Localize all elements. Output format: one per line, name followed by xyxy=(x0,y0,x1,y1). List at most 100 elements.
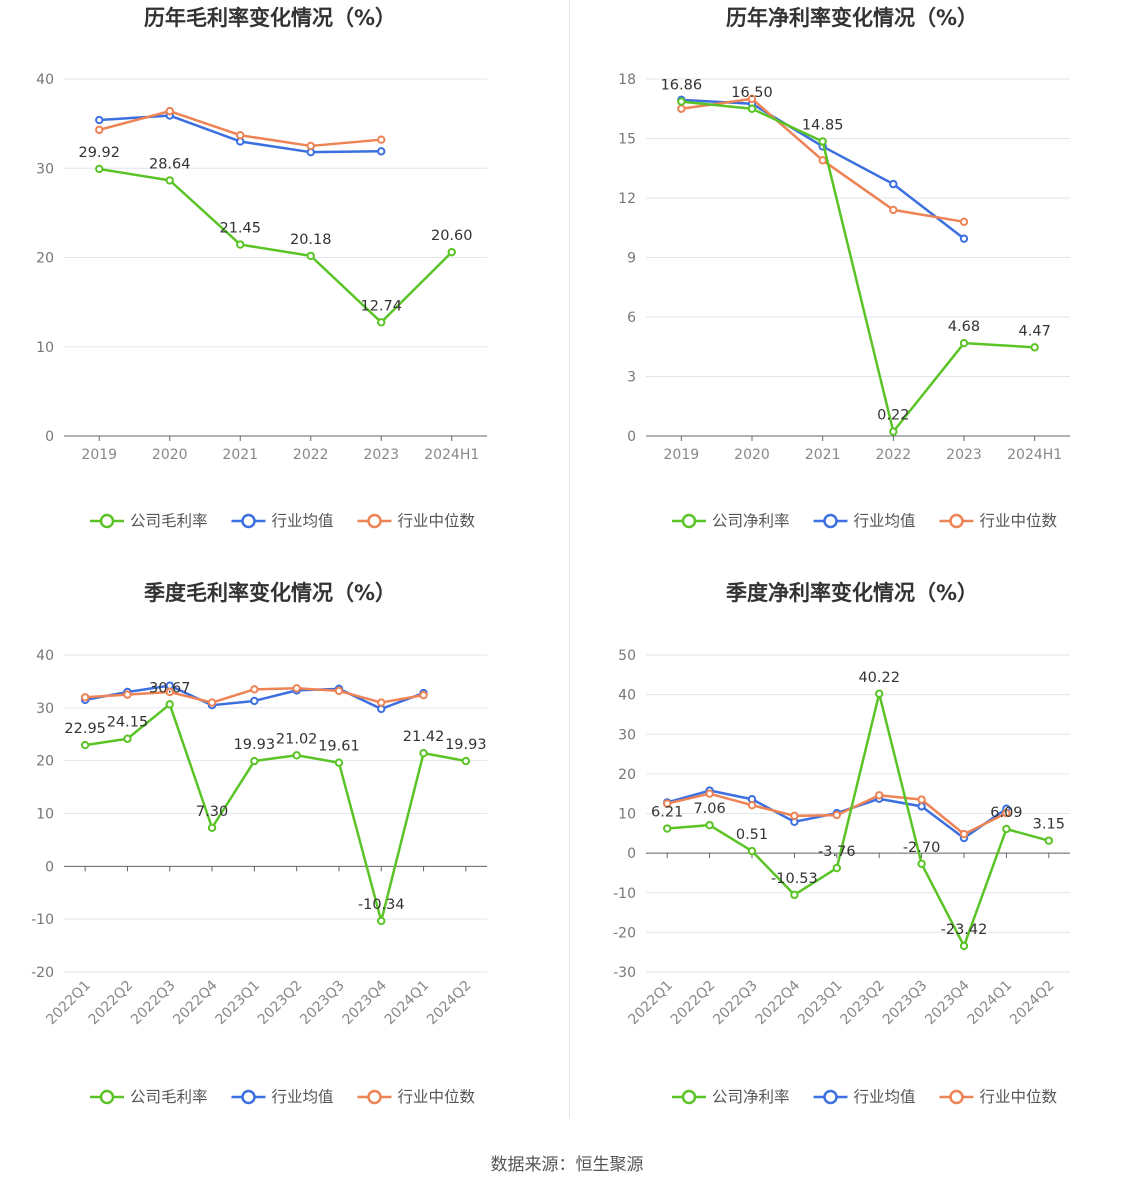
legend-marker-icon xyxy=(949,513,964,529)
data-point-median xyxy=(875,791,884,800)
y-tick-label: 40 xyxy=(36,648,54,664)
y-tick-label: 50 xyxy=(618,648,636,664)
y-tick-label: 0 xyxy=(45,859,54,875)
data-point-median xyxy=(790,811,799,821)
legend-label: 行业均值 xyxy=(272,512,334,530)
data-point-median xyxy=(377,698,386,707)
y-tick-label: 10 xyxy=(36,340,54,356)
data-point-company xyxy=(1044,836,1053,845)
y-tick-label: 0 xyxy=(627,429,636,445)
x-tick-label: 2024H1 xyxy=(1007,447,1062,463)
x-tick-label: 2023Q2 xyxy=(255,978,306,1029)
data-point-median xyxy=(80,693,90,702)
x-tick-label: 2023Q1 xyxy=(795,978,846,1029)
legend-marker-icon xyxy=(949,1089,964,1105)
data-label: 4.68 xyxy=(948,319,980,335)
panel-quarterly-gross: 季度毛利率变化情况（%） -20 -10 0 10 20 30 40 2022Q1 2022Q2 2… xyxy=(0,575,567,1150)
data-label: 20.60 xyxy=(431,228,473,244)
data-point-avg xyxy=(95,115,104,125)
data-point-median xyxy=(889,205,898,215)
x-tick-label: 2022Q2 xyxy=(668,978,719,1029)
y-tick-label: 18 xyxy=(618,72,636,88)
data-point-median xyxy=(959,829,969,839)
panel-annual-gross: 历年毛利率变化情况（%） 0 10 20 30 40 2019 2020 2021 2022 202… xyxy=(0,0,567,575)
data-label: -10.53 xyxy=(771,871,818,887)
data-point-company xyxy=(747,104,757,113)
data-point-company xyxy=(377,318,386,327)
data-label: -23.42 xyxy=(941,922,988,938)
legend-item-company: 公司净利率 xyxy=(672,512,790,530)
x-tick-label: 2022 xyxy=(293,447,329,463)
data-label: 30.67 xyxy=(149,680,191,696)
data-label: 6.21 xyxy=(651,805,683,821)
data-label: 22.95 xyxy=(64,721,106,737)
legend-item-median: 行业中位数 xyxy=(939,1088,1058,1106)
data-point-company xyxy=(123,734,132,743)
data-point-median xyxy=(818,156,827,165)
data-point-company xyxy=(875,689,884,698)
data-label: 21.45 xyxy=(219,221,261,237)
data-label: 7.30 xyxy=(196,804,228,820)
x-tick-label: 2022Q1 xyxy=(43,978,94,1029)
legend-label: 公司毛利率 xyxy=(130,512,208,530)
data-label: 12.74 xyxy=(360,298,402,314)
y-tick-label: 20 xyxy=(36,251,54,267)
data-point-median xyxy=(165,106,174,116)
legend-marker-icon xyxy=(241,513,256,529)
x-tick-label: 2022Q1 xyxy=(625,978,676,1029)
data-point-company xyxy=(959,338,969,348)
legend-marker-icon xyxy=(823,513,838,529)
legend-item-avg: 行业均值 xyxy=(231,1088,334,1106)
data-point-median xyxy=(419,690,428,700)
x-tick-label: 2019 xyxy=(664,447,700,463)
data-point-company xyxy=(705,820,714,830)
legend-label: 行业均值 xyxy=(854,1088,916,1106)
data-point-median xyxy=(123,690,132,699)
legend-marker-icon xyxy=(681,513,697,529)
data-point-company xyxy=(959,941,969,951)
data-label: 14.85 xyxy=(802,117,844,133)
legend-label: 行业均值 xyxy=(272,1088,334,1106)
data-point-company xyxy=(917,859,926,869)
data-point-median xyxy=(334,686,344,696)
x-tick-label: 2023Q3 xyxy=(297,978,348,1029)
data-point-company xyxy=(832,863,842,873)
y-tick-label: 20 xyxy=(36,754,54,770)
data-point-company xyxy=(747,846,757,856)
series-line-company xyxy=(681,100,1035,433)
data-point-company xyxy=(236,240,245,249)
data-point-company xyxy=(663,824,672,833)
x-tick-label: 2023Q3 xyxy=(880,978,931,1029)
chart-title: 季度毛利率变化情况（%） xyxy=(144,581,396,605)
x-tick-label: 2023 xyxy=(363,447,399,463)
data-point-median xyxy=(1002,808,1011,818)
x-tick-label: 2022Q4 xyxy=(753,977,804,1028)
chart-annual-net: 历年净利率变化情况（%） 0 3 6 9 12 15 18 2019 2020 2021 2022 20… xyxy=(618,6,1070,530)
x-tick-label: 2023Q2 xyxy=(837,978,888,1029)
data-point-median xyxy=(747,800,757,810)
data-point-median xyxy=(236,131,245,140)
data-source-note: 数据来源：恒生聚源 xyxy=(490,1155,644,1175)
chart-title: 历年毛利率变化情况（%） xyxy=(144,6,396,30)
legend-marker-icon xyxy=(823,1089,838,1105)
legend-marker-icon xyxy=(367,513,382,529)
y-tick-label: 10 xyxy=(36,807,54,823)
x-tick-label: 2020 xyxy=(152,447,188,463)
data-point-company xyxy=(250,756,259,766)
legend-item-company: 公司净利率 xyxy=(672,1088,790,1106)
legend-label: 公司毛利率 xyxy=(130,1088,208,1106)
data-point-median xyxy=(959,217,969,227)
data-point-median xyxy=(165,687,174,697)
y-tick-label: -10 xyxy=(613,886,636,902)
panel-quarterly-net: 季度净利率变化情况（%） -30 -20 -10 0 10 20 30 40 50 2022Q1 20… xyxy=(582,575,1134,1150)
y-tick-label: 12 xyxy=(618,191,636,207)
y-tick-label: 20 xyxy=(618,767,636,783)
data-label: 19.93 xyxy=(445,737,487,753)
data-label: 20.18 xyxy=(290,232,332,248)
data-label: 28.64 xyxy=(149,156,191,172)
series-line-company xyxy=(99,167,453,324)
y-tick-label: 40 xyxy=(618,688,636,704)
panel-annual-net: 历年净利率变化情况（%） 0 3 6 9 12 15 18 2019 2020 2021 2022 20… xyxy=(582,0,1134,575)
data-label: 7.06 xyxy=(693,801,725,817)
data-label: 0.51 xyxy=(736,827,768,843)
